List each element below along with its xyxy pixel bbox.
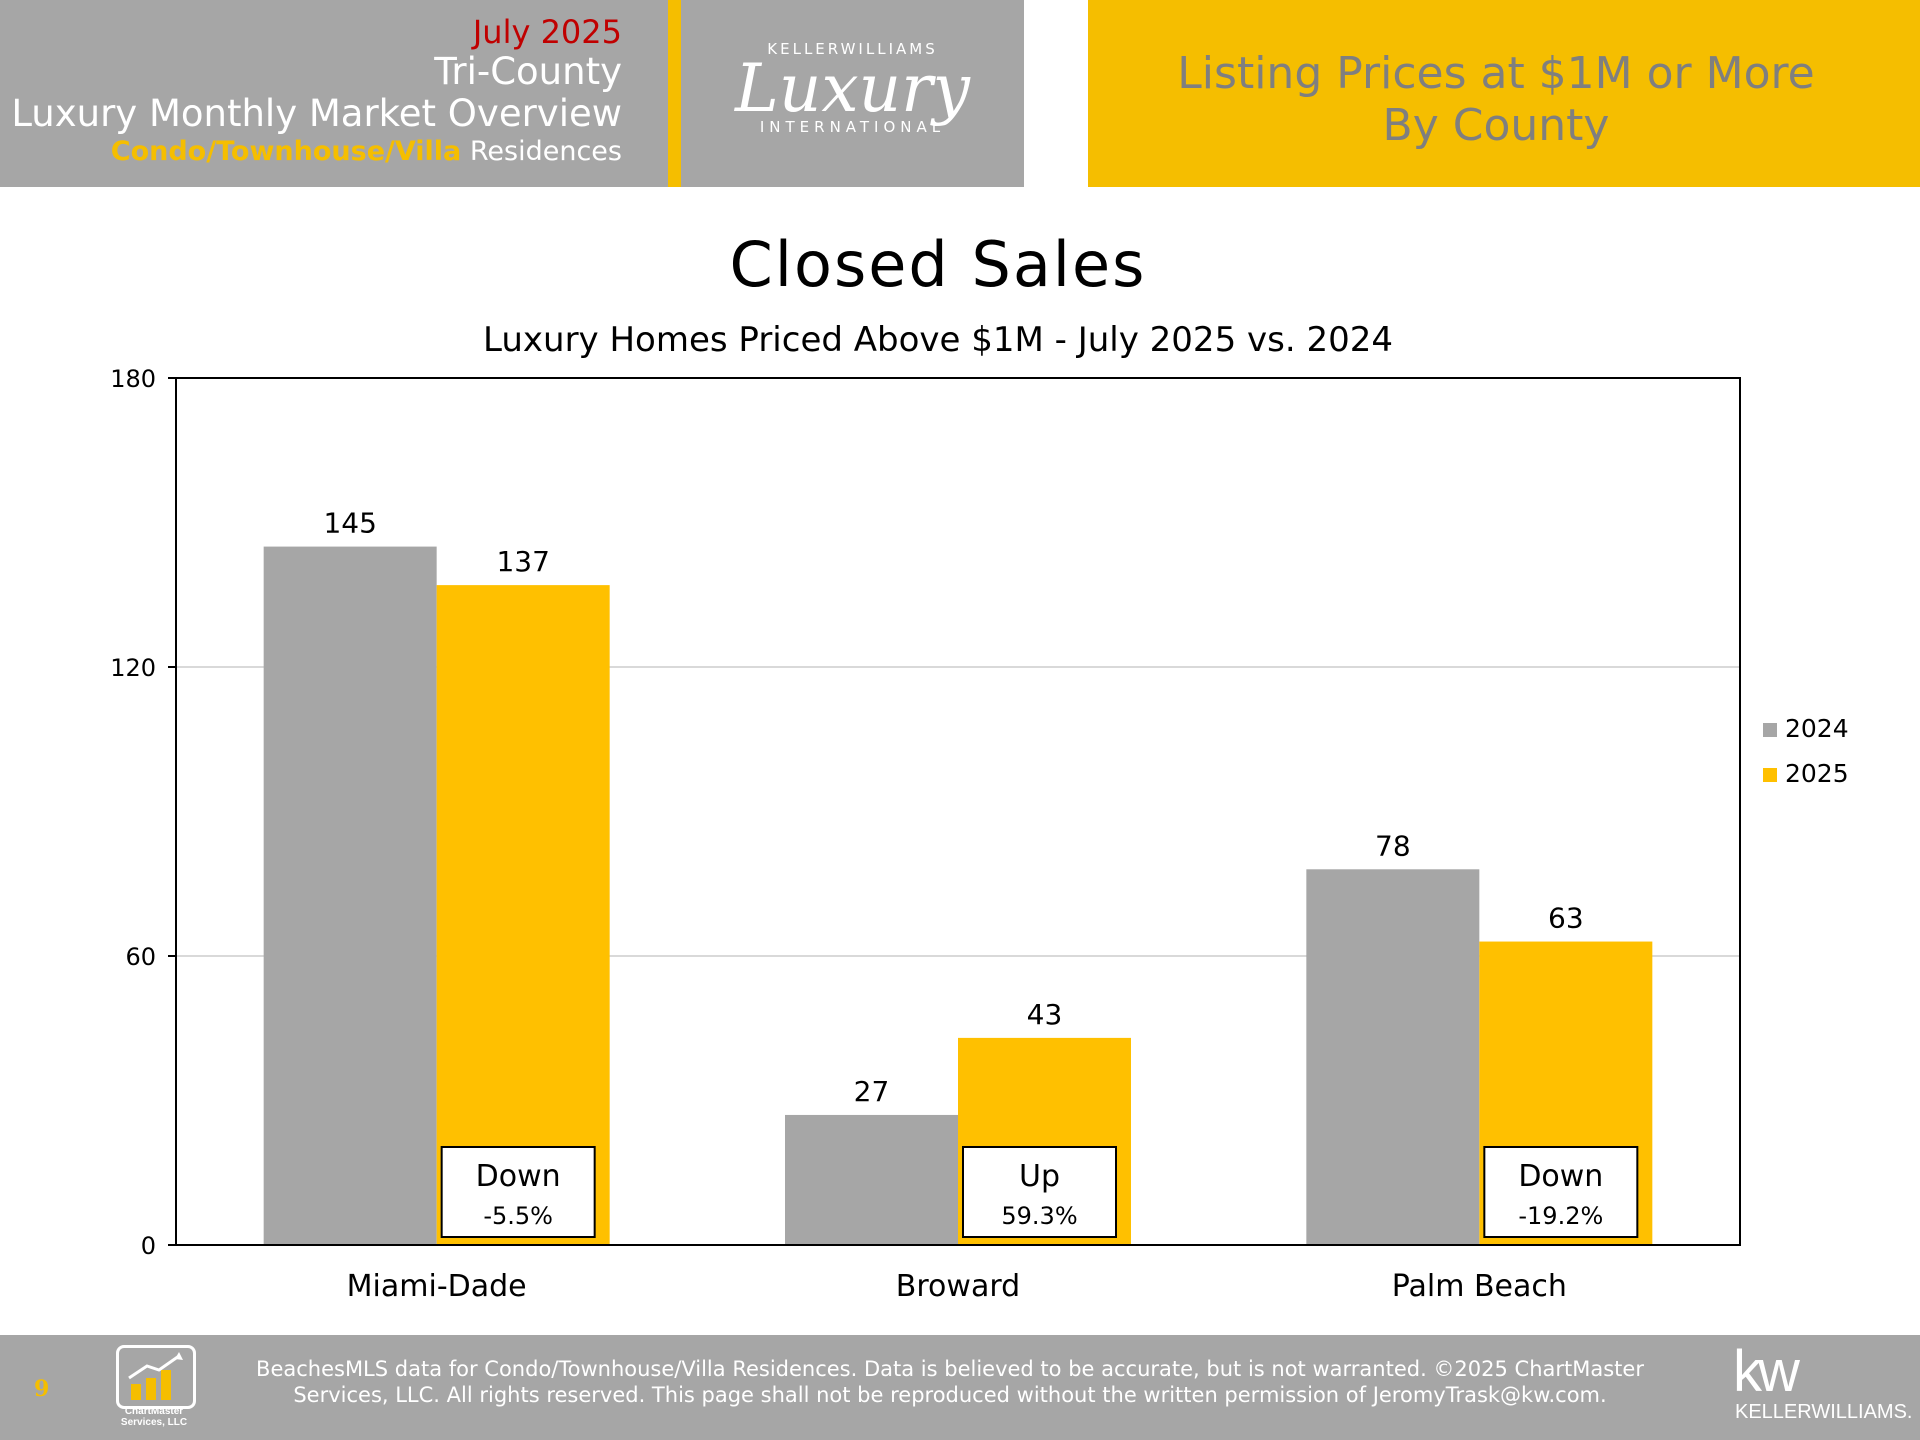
- y-tick-label: 60: [125, 943, 156, 971]
- legend-label: 2025: [1785, 759, 1849, 788]
- logo-script-text: Luxury: [735, 50, 970, 127]
- change-direction: Down: [476, 1159, 561, 1194]
- y-tick-label: 180: [110, 365, 156, 393]
- change-percent: -19.2%: [1518, 1202, 1603, 1230]
- change-box: [1483, 1146, 1639, 1238]
- header-accent-stripe: [668, 0, 681, 187]
- header-text-block: July 2025 Tri-County Luxury Monthly Mark…: [11, 14, 622, 167]
- bar-2025: [436, 585, 610, 1245]
- x-category-label: Palm Beach: [1392, 1269, 1567, 1304]
- report-title: Luxury Monthly Market Overview: [11, 92, 622, 136]
- property-type-highlight: Condo/Townhouse/Villa: [110, 135, 462, 167]
- report-region: Tri-County: [434, 49, 622, 93]
- change-box: [962, 1146, 1117, 1238]
- change-direction: Up: [1019, 1159, 1060, 1194]
- plot-area-border: [175, 377, 1741, 1246]
- kw-logo-name: KELLERWILLIAMS.: [1735, 1401, 1913, 1423]
- change-direction: Down: [1518, 1159, 1603, 1194]
- bar-2024: [1306, 869, 1480, 1245]
- chart-subtitle: Luxury Homes Priced Above $1M - July 202…: [483, 320, 1393, 360]
- header-left-panel: [0, 0, 668, 187]
- kw-logo-mark: kw: [1733, 1339, 1800, 1404]
- y-tick-label: 120: [110, 654, 156, 682]
- section-title-line1: Listing Prices at $1M or More: [1177, 48, 1815, 99]
- section-title-line2: By County: [1382, 100, 1610, 151]
- change-percent: -5.5%: [483, 1202, 553, 1230]
- legend-swatch-2025: [1763, 768, 1777, 782]
- property-type-suffix: Residences: [469, 135, 622, 167]
- data-label: 63: [1548, 902, 1584, 935]
- bar-2024: [263, 546, 437, 1245]
- logo-top-text: KELLERWILLIAMS: [767, 40, 938, 58]
- chart-title: Closed Sales: [729, 228, 1147, 301]
- chartmaster-caption-line1: ChartMaster: [124, 1406, 184, 1417]
- y-tick-label: 0: [141, 1232, 156, 1260]
- data-label: 145: [323, 507, 376, 540]
- data-label: 78: [1375, 829, 1411, 862]
- disclaimer-line2: Services, LLC. All rights reserved. This…: [293, 1383, 1607, 1407]
- chart-logo-icon: [128, 1352, 183, 1400]
- section-title: Listing Prices at $1M or More By County: [1088, 48, 1904, 152]
- disclaimer-line1: BeachesMLS data for Condo/Townhouse/Vill…: [256, 1357, 1644, 1381]
- chartmaster-caption: ChartMaster Services, LLC: [104, 1406, 204, 1428]
- change-percent: 59.3%: [1001, 1202, 1077, 1230]
- x-category-label: Miami-Dade: [347, 1269, 527, 1304]
- header-right-panel: [1088, 0, 1920, 187]
- bar-2024: [785, 1114, 958, 1245]
- report-month: July 2025: [472, 13, 622, 51]
- footer-disclaimer: BeachesMLS data for Condo/Townhouse/Vill…: [240, 1356, 1660, 1408]
- data-label: 27: [854, 1075, 890, 1108]
- x-category-label: Broward: [896, 1269, 1020, 1304]
- footer-bar: [0, 1335, 1920, 1440]
- report-property-type: Condo/Townhouse/Villa Residences: [11, 136, 622, 167]
- chartmaster-logo: [116, 1345, 196, 1409]
- logo-bottom-text: INTERNATIONAL: [759, 118, 946, 136]
- change-box: [440, 1146, 596, 1238]
- data-label: 43: [1027, 998, 1063, 1031]
- legend-swatch-2024: [1763, 723, 1777, 737]
- page-number: 9: [34, 1376, 50, 1402]
- data-label: 137: [496, 545, 549, 578]
- chartmaster-caption-line2: Services, LLC: [120, 1417, 188, 1428]
- legend-label: 2024: [1785, 714, 1849, 743]
- kw-luxury-logo: KELLERWILLIAMS Luxury INTERNATIONAL: [681, 0, 1024, 187]
